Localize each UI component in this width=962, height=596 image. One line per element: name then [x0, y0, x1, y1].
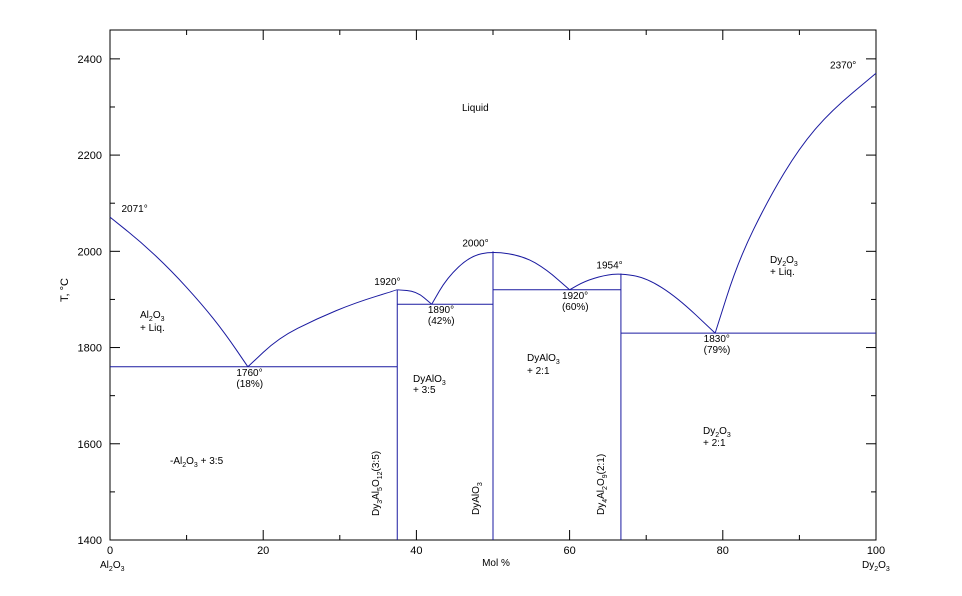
- y-tick-label: 2200: [78, 150, 102, 162]
- x-right-endmember: Dy2O3: [862, 560, 890, 573]
- x-tick-label: 60: [563, 545, 575, 557]
- x-axis-label: Mol %: [482, 558, 510, 569]
- annotations: 2071° 2370° 1920° 2000° 1954° 1760°(18%) 1890°…: [121, 60, 856, 389]
- x-tick-label: 20: [257, 545, 269, 557]
- svg-text:DyAlO3: DyAlO3: [527, 353, 560, 366]
- x-tick-label: 100: [867, 545, 885, 557]
- svg-text:DyAlO3: DyAlO3: [413, 374, 446, 387]
- y-axis-label: T, °C: [59, 278, 71, 302]
- svg-text:Al2O3: Al2O3: [140, 310, 165, 323]
- x-tick-label: 0: [107, 545, 113, 557]
- region-dy2o3-liq: Dy2O3 + Liq.: [770, 255, 798, 278]
- compound-label-2-1: Dy4Al2O9(2:1): [596, 454, 609, 515]
- svg-text:+ Liq.: + Liq.: [770, 267, 795, 278]
- region-al2o3-3-5: -Al2O3 + 3:5: [170, 456, 224, 469]
- compound-label-3-5: Dy3Al5O12(3:5): [371, 451, 384, 516]
- region-dyalo3-3-5: DyAlO3 + 3:5: [413, 374, 446, 396]
- liquidus-dy2o3: [714, 72, 877, 334]
- y-axis-ticks: 1400 1600 1800 2000 2200 2400: [78, 54, 876, 547]
- liquidus-3-5-right: [397, 289, 433, 305]
- composition-label: (60%): [562, 302, 589, 313]
- region-al2o3-liq: Al2O3 + Liq.: [140, 310, 165, 334]
- y-tick-label: 1600: [78, 439, 102, 451]
- y-tick-label: 1800: [78, 343, 102, 355]
- liquidus-dyalo3: [431, 252, 570, 305]
- temperature-label: 2370°: [830, 60, 856, 71]
- composition-label: (79%): [704, 345, 731, 356]
- svg-text:Dy2O3: Dy2O3: [770, 255, 798, 268]
- composition-label: (18%): [236, 379, 263, 390]
- x-tick-label: 40: [410, 545, 422, 557]
- liquidus-al2o3: [109, 216, 249, 368]
- svg-text:+ 2:1: + 2:1: [527, 366, 550, 377]
- y-tick-label: 2000: [78, 246, 102, 258]
- region-liquid: Liquid: [462, 103, 489, 114]
- temperature-label: 1920°: [374, 277, 400, 288]
- compound-label-dyalo3: DyAlO3: [471, 482, 484, 515]
- composition-label: (42%): [428, 316, 455, 327]
- region-dy2o3-2-1: Dy2O3 + 2:1: [703, 426, 731, 449]
- x-axis-ticks: 0 20 40 60 80 100: [107, 30, 885, 557]
- liquidus-2-1: [569, 273, 716, 334]
- x-tick-label: 80: [717, 545, 729, 557]
- temperature-label: 1760°: [236, 368, 262, 379]
- svg-text:+ 2:1: + 2:1: [703, 438, 726, 449]
- temperature-label: 1830°: [704, 334, 730, 345]
- temperature-label: 1920°: [562, 291, 588, 302]
- temperature-label: 2000°: [462, 238, 488, 249]
- x-left-endmember: Al2O3: [100, 560, 125, 573]
- svg-text:+ 3:5: + 3:5: [413, 385, 436, 396]
- temperature-label: 1890°: [428, 305, 454, 316]
- temperature-label: 2071°: [121, 204, 147, 215]
- temperature-label: 1954°: [596, 260, 622, 271]
- y-tick-label: 1400: [78, 535, 102, 547]
- liquidus-3-5-left: [247, 289, 398, 368]
- y-tick-label: 2400: [78, 54, 102, 66]
- phase-boundaries: [109, 72, 877, 540]
- region-dyalo3-2-1: DyAlO3 + 2:1: [527, 353, 560, 377]
- svg-text:Dy2O3: Dy2O3: [703, 426, 731, 439]
- svg-text:+ Liq.: + Liq.: [140, 323, 165, 334]
